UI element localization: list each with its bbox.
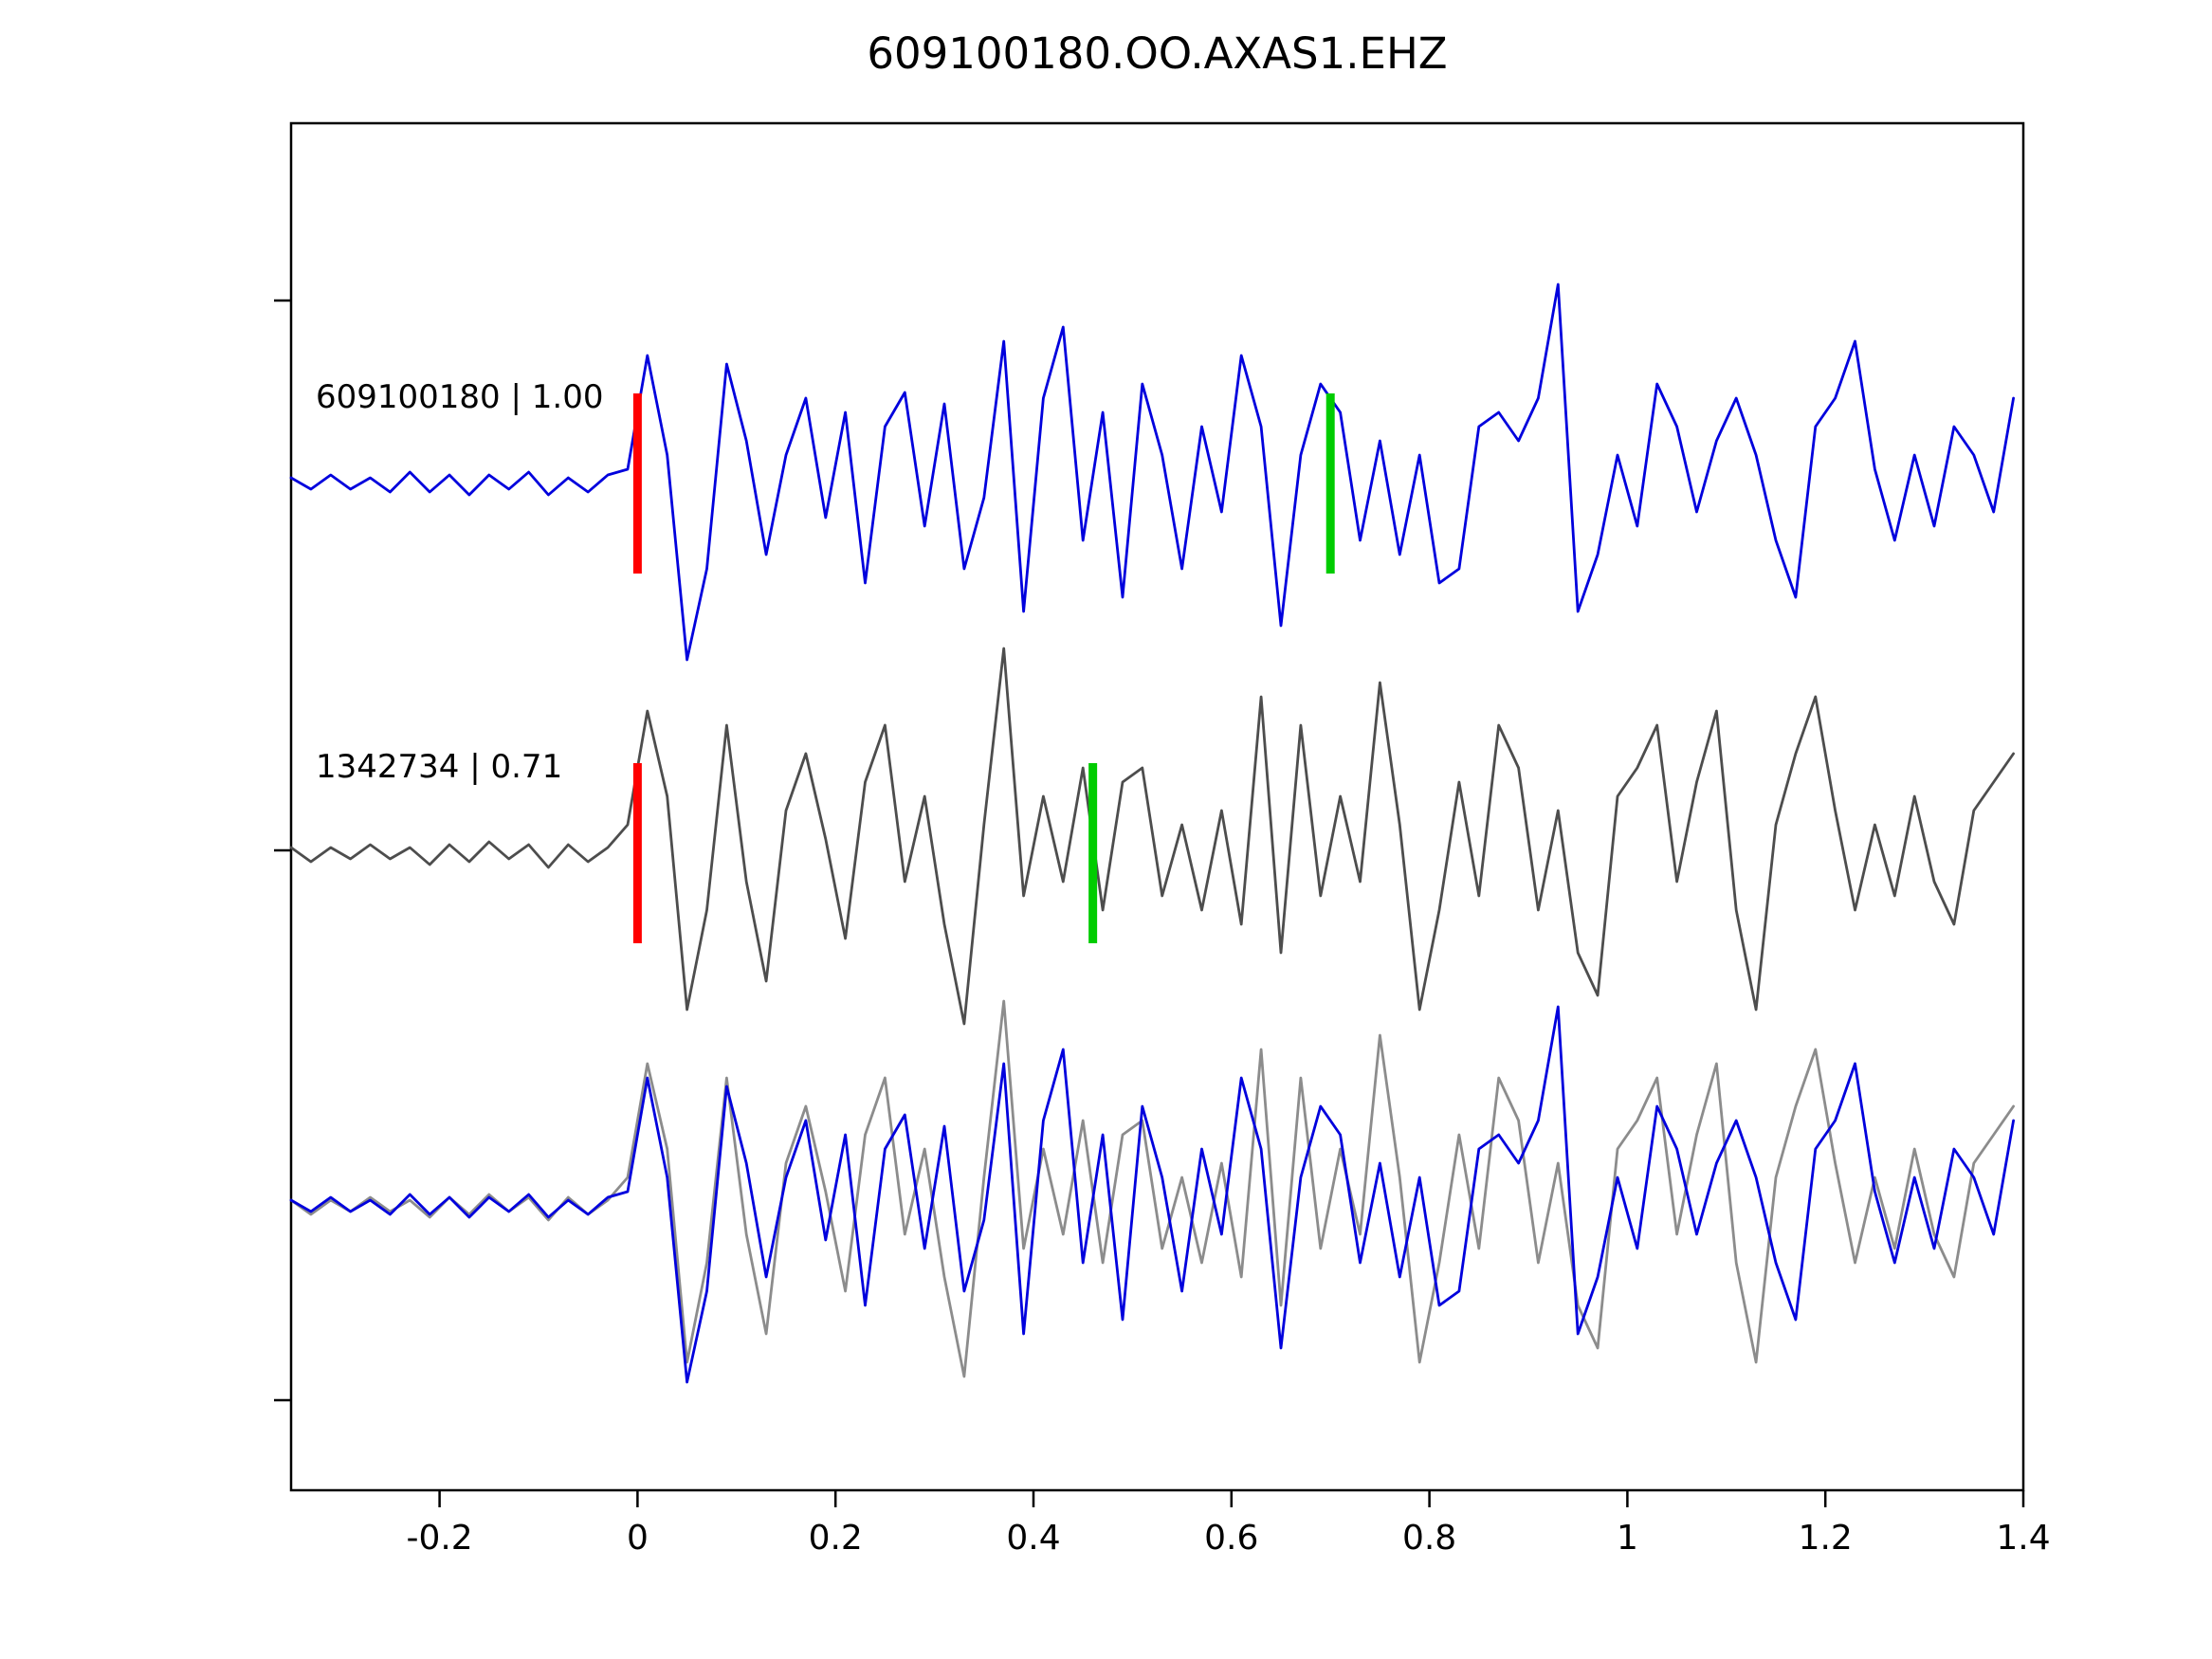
axes-box [289, 121, 2025, 1492]
detection-label: 1342734 | 0.71 [316, 748, 562, 786]
x-tick-label: 1.2 [1799, 1519, 1853, 1558]
x-tick-label: 0.6 [1204, 1519, 1258, 1558]
overlay-trace-gray [289, 999, 2016, 1378]
template-label: 609100180 | 1.00 [316, 378, 603, 416]
x-tick-label: 1 [1617, 1519, 1638, 1558]
x-tick-label: 1.4 [1996, 1519, 2050, 1558]
template-trace-blue [289, 283, 2016, 662]
x-tick-label: 0.4 [1006, 1519, 1060, 1558]
overlay-trace-blue [289, 1005, 2016, 1384]
x-tick-label: -0.2 [406, 1519, 472, 1558]
x-tick-label: 0.2 [809, 1519, 863, 1558]
chart-title: 609100180.OO.AXAS1.EHZ [867, 28, 1448, 79]
detection-trace-gray [289, 647, 2016, 1026]
x-tick-label: 0.8 [1402, 1519, 1456, 1558]
x-tick-label: 0 [627, 1519, 649, 1558]
